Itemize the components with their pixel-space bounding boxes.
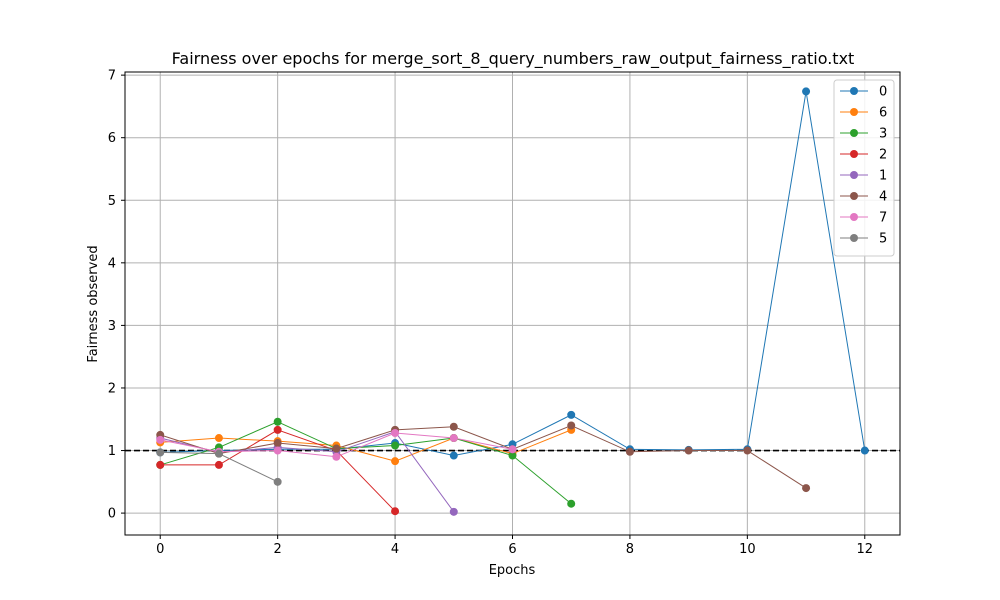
data-point [449, 451, 458, 460]
y-tick-label: 4 [108, 256, 116, 271]
data-point [802, 484, 811, 493]
legend-marker [850, 213, 858, 221]
legend-marker [850, 234, 858, 242]
legend-item-6: 6 [840, 106, 887, 121]
y-tick-label: 3 [108, 319, 116, 334]
data-point [567, 410, 576, 419]
x-tick-label: 6 [508, 542, 516, 557]
data-point [508, 451, 517, 460]
data-point [449, 507, 458, 516]
legend-item-2: 2 [840, 148, 887, 163]
legend: 0 6 3 2 1 4 7 5 [833, 79, 895, 257]
data-point [332, 452, 341, 461]
legend-marker [850, 150, 858, 158]
data-point [273, 446, 282, 455]
data-point [391, 429, 400, 438]
legend-label: 1 [879, 169, 887, 184]
data-point [214, 460, 223, 469]
data-point [743, 446, 752, 455]
data-point [273, 477, 282, 486]
series-3 [156, 417, 576, 508]
legend-label: 6 [879, 106, 887, 121]
x-tick-label: 2 [274, 542, 282, 557]
legend-item-1: 1 [840, 169, 887, 184]
legend-item-0: 0 [840, 85, 887, 100]
legend-label: 4 [879, 190, 887, 205]
legend-label: 3 [879, 127, 887, 142]
y-axis-label: Fairness observed [86, 245, 101, 362]
series-line [160, 421, 572, 505]
data-point [860, 446, 869, 455]
data-point [156, 448, 165, 457]
data-point [449, 422, 458, 431]
data-point [391, 457, 400, 466]
data-point [214, 449, 223, 458]
data-point [273, 425, 282, 434]
data-point [156, 460, 165, 469]
x-axis-label: Epochs [489, 563, 536, 578]
data-point [214, 434, 223, 443]
data-point [567, 499, 576, 508]
legend-label: 0 [879, 85, 887, 100]
legend-marker [850, 87, 858, 95]
x-tick-label: 4 [391, 542, 399, 557]
data-point [391, 441, 400, 450]
x-tick-label: 0 [156, 542, 164, 557]
legend-item-7: 7 [840, 211, 887, 226]
legend-marker [850, 108, 858, 116]
legend-marker [850, 171, 858, 179]
series-line [160, 424, 807, 489]
y-tick-label: 6 [108, 131, 116, 146]
legend-box [833, 79, 895, 257]
data-point [449, 434, 458, 443]
x-tick-label: 8 [626, 542, 634, 557]
legend-marker [850, 129, 858, 137]
legend-label: 7 [879, 211, 887, 226]
legend-label: 5 [879, 232, 887, 247]
series-5 [156, 448, 282, 486]
y-tick-label: 7 [108, 69, 116, 84]
x-tick-label: 10 [739, 542, 756, 557]
y-tick-label: 0 [108, 507, 116, 522]
data-point [273, 417, 282, 426]
chart-title: Fairness over epochs for merge_sort_8_qu… [172, 49, 855, 69]
data-point [391, 507, 400, 516]
legend-label: 2 [879, 148, 887, 163]
data-point [273, 439, 282, 448]
data-point [156, 435, 165, 444]
data-point [625, 447, 634, 456]
y-tick-label: 2 [108, 381, 116, 396]
legend-item-3: 3 [840, 127, 887, 142]
legend-item-4: 4 [840, 190, 887, 205]
data-point [508, 445, 517, 454]
data-point [684, 446, 693, 455]
series-group [156, 87, 869, 516]
data-point [332, 444, 341, 453]
data-point [567, 421, 576, 430]
y-tick-label: 5 [108, 194, 116, 209]
data-point [802, 87, 811, 96]
x-tick-label: 12 [856, 542, 873, 557]
legend-item-5: 5 [840, 232, 887, 247]
series-line [160, 429, 572, 462]
legend-marker [850, 192, 858, 200]
y-tick-label: 1 [108, 444, 116, 459]
